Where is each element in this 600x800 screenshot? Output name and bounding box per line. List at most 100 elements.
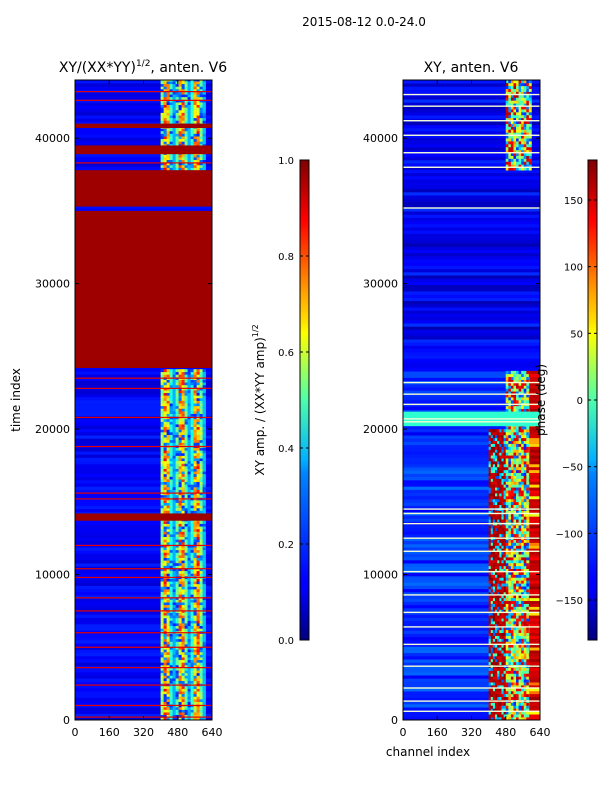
heatmap-cell — [160, 447, 164, 451]
heatmap-cell — [503, 449, 507, 453]
heatmap-cell — [516, 635, 519, 639]
heatmap-cell — [499, 530, 502, 535]
heatmap-cell — [495, 528, 498, 532]
heatmap-cell — [163, 384, 167, 388]
heatmap-cell — [490, 592, 494, 596]
heatmap-cell — [521, 568, 525, 572]
heatmap-cell — [172, 706, 176, 710]
heatmap-cell — [488, 528, 492, 532]
heatmap-cell — [160, 594, 164, 598]
heatmap-cell — [172, 104, 176, 108]
heatmap-cell — [518, 513, 522, 517]
heatmap-cell — [196, 636, 200, 640]
heatmap-cell — [172, 437, 176, 441]
heatmap-cell — [160, 109, 164, 113]
heatmap-cell — [513, 391, 517, 395]
heatmap-cell — [166, 568, 170, 572]
heatmap-cell — [187, 528, 191, 532]
heatmap-cell — [497, 621, 500, 625]
heatmap-cell — [178, 565, 182, 569]
heatmap-cell — [513, 705, 517, 709]
heatmap-cell — [190, 625, 194, 629]
saturated-band — [75, 145, 212, 155]
heatmap-cell — [497, 458, 500, 462]
heatmap-cell — [160, 167, 164, 171]
heatmap-cell — [510, 464, 514, 468]
heatmap-cell — [518, 661, 522, 666]
heatmap-cell — [166, 665, 170, 668]
heatmap-cell — [184, 565, 188, 569]
heatmap-cell — [513, 493, 517, 497]
heatmap-cell — [523, 466, 527, 471]
heatmap-cell — [181, 162, 185, 166]
heatmap-cell — [196, 473, 200, 477]
heatmap-cell — [513, 498, 517, 503]
heatmap-cell — [172, 602, 176, 606]
heatmap-cell — [166, 555, 170, 558]
heatmap-cell — [516, 560, 519, 564]
heatmap-cell — [199, 670, 203, 674]
heatmap-cell — [518, 626, 522, 631]
heatmap-cell — [508, 475, 512, 479]
heatmap-cell — [518, 658, 522, 663]
heatmap-cell — [492, 530, 496, 535]
heatmap-cell — [513, 629, 517, 634]
heatmap-cell — [163, 164, 167, 168]
heatmap-cell — [190, 565, 194, 569]
heatmap-cell — [163, 615, 167, 619]
heatmap-cell — [184, 371, 188, 375]
heatmap-cell — [503, 539, 507, 543]
heatmap-cell — [516, 496, 519, 500]
heatmap-cell — [199, 557, 203, 561]
heatmap-cell — [160, 633, 164, 637]
heatmap-cell — [190, 130, 194, 134]
heatmap-cell — [169, 633, 173, 637]
heatmap-cell — [175, 565, 179, 569]
heatmap-cell — [199, 581, 203, 585]
heatmap-cell — [510, 708, 514, 712]
heatmap-cell — [526, 528, 530, 532]
heatmap-cell — [190, 581, 194, 585]
heatmap-cell — [202, 599, 206, 603]
heatmap-cell — [495, 580, 498, 584]
heatmap-cell — [175, 591, 179, 595]
heatmap-cell — [510, 562, 514, 567]
heatmap-cell — [508, 676, 512, 680]
heatmap-cell — [499, 656, 502, 660]
heatmap-row — [403, 121, 540, 126]
heatmap-cell — [503, 603, 507, 607]
heatmap-cell — [178, 424, 182, 428]
heatmap-cell — [160, 591, 164, 595]
heatmap-cell — [166, 429, 170, 433]
heatmap-cell — [490, 635, 494, 639]
heatmap-cell — [193, 162, 197, 166]
heatmap-cell — [172, 455, 176, 459]
heatmap-cell — [501, 656, 504, 660]
heatmap-cell — [202, 699, 206, 702]
heatmap-cell — [501, 661, 504, 666]
heatmap-cell — [187, 466, 191, 469]
heatmap-cell — [499, 466, 502, 471]
heatmap-cell — [505, 644, 509, 648]
heatmap-cell — [199, 94, 203, 98]
heatmap-cell — [521, 510, 525, 514]
heatmap-cell — [187, 562, 191, 566]
heatmap-cell — [187, 91, 191, 95]
heatmap-cell — [501, 594, 504, 599]
heatmap-cell — [169, 505, 173, 509]
heatmap-cell — [178, 570, 182, 574]
heatmap-cell — [490, 562, 494, 567]
heatmap-cell — [497, 574, 500, 578]
heatmap-cell — [518, 554, 522, 558]
heatmap-cell — [508, 650, 512, 654]
heatmap-cell — [175, 154, 179, 158]
heatmap-cell — [518, 397, 522, 401]
heatmap-cell — [160, 599, 164, 603]
heatmap-cell — [169, 96, 173, 100]
heatmap-cell — [184, 680, 188, 684]
heatmap-cell — [166, 117, 170, 121]
heatmap-cell — [202, 557, 206, 561]
heatmap-cell — [160, 570, 164, 574]
heatmap-cell — [505, 400, 509, 404]
heatmap-cell — [490, 644, 494, 648]
